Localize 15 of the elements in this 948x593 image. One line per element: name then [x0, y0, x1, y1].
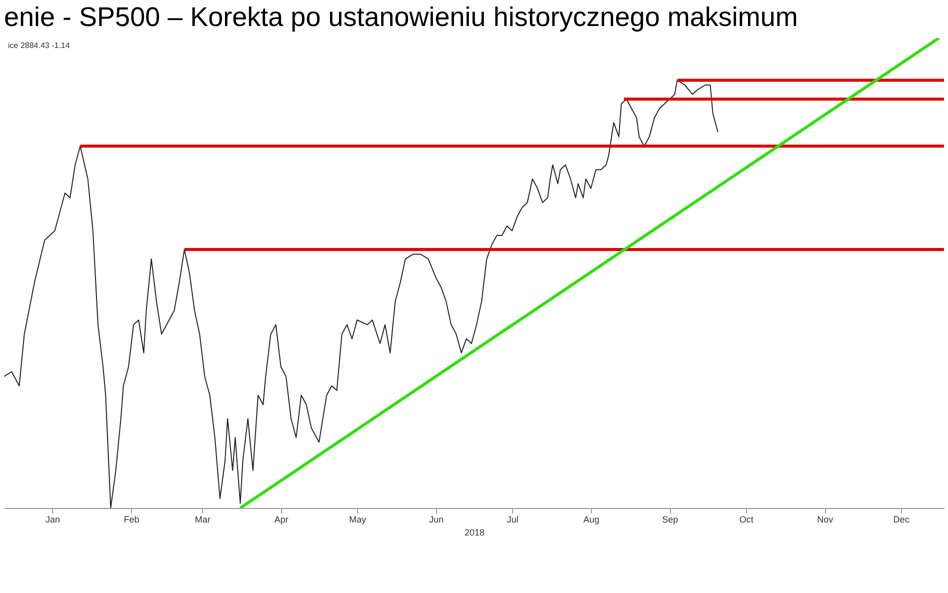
x-tick-label: Dec — [893, 514, 910, 524]
x-tick-label: Aug — [583, 514, 600, 524]
x-tick-label: Jul — [506, 514, 518, 524]
x-tick-label: Apr — [274, 514, 288, 524]
annotation: ice 2884.43 -1.14 — [8, 41, 70, 50]
x-tick-label: Nov — [817, 514, 834, 524]
x-tick-label: Jun — [429, 514, 444, 524]
chart-title: enie - SP500 – Korekta po ustanowieniu historycznego maksimum — [4, 2, 798, 32]
x-axis-title: 2018 — [464, 528, 485, 538]
x-tick-label: Sep — [662, 514, 678, 524]
x-tick-label: Mar — [194, 514, 210, 524]
x-tick-label: Feb — [124, 514, 140, 524]
x-tick-label: Jan — [46, 514, 60, 524]
x-tick-label: May — [349, 514, 367, 524]
x-tick-label: Oct — [739, 514, 754, 524]
